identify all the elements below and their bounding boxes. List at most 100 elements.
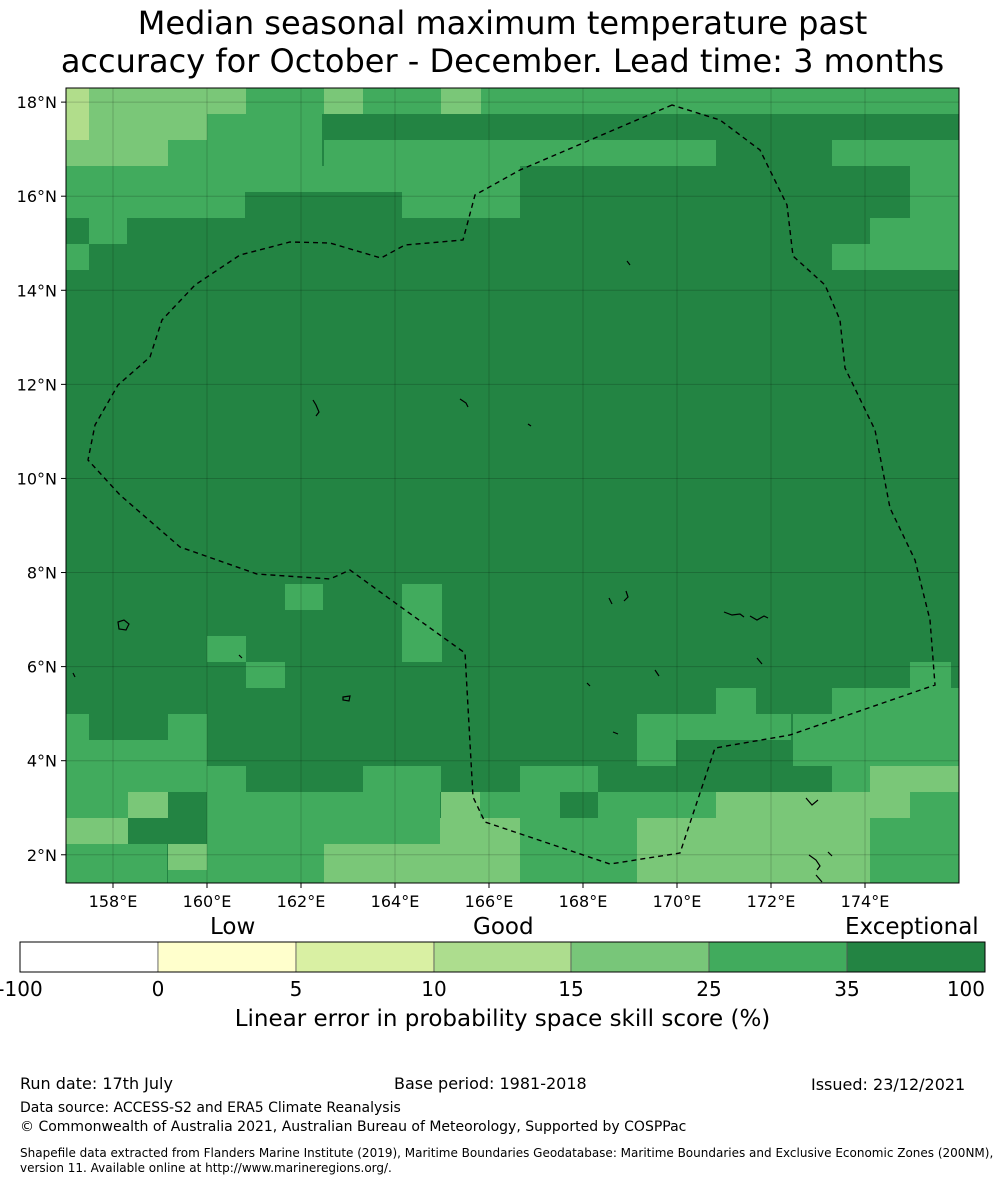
lon-tick-label: 168°E bbox=[559, 892, 608, 911]
lon-tick-label: 172°E bbox=[747, 892, 796, 911]
grid-cell bbox=[207, 192, 245, 218]
grid-cell bbox=[66, 792, 128, 818]
lat-tick-label: 14°N bbox=[17, 281, 57, 300]
colorbar-tick: 10 bbox=[421, 977, 447, 1001]
colorbar bbox=[19, 941, 986, 973]
lat-tick-label: 18°N bbox=[17, 93, 57, 112]
colorbar-tick: 25 bbox=[696, 977, 722, 1001]
island-outline bbox=[723, 611, 745, 618]
grid-cell bbox=[66, 140, 168, 166]
grid-cell bbox=[66, 192, 89, 218]
grid-cell bbox=[207, 844, 324, 883]
grid-cell bbox=[324, 844, 520, 883]
colorbar-tick: 5 bbox=[289, 977, 303, 1001]
colorbar-word-low: Low bbox=[210, 914, 256, 940]
shapefile-credit: Shapefile data extracted from Flanders M… bbox=[20, 1146, 994, 1175]
lon-tick-label: 166°E bbox=[465, 892, 514, 911]
colorbar-segment bbox=[157, 941, 297, 973]
island-outline bbox=[312, 399, 320, 417]
colorbar-segment bbox=[433, 941, 572, 973]
grid-cell bbox=[66, 818, 128, 844]
grid-cell bbox=[128, 818, 208, 844]
grid-cell bbox=[207, 114, 322, 166]
lat-tick-label: 6°N bbox=[27, 658, 57, 677]
lat-tick-label: 8°N bbox=[27, 564, 57, 583]
axis-tick-labels: 158°E 160°E 162°E 164°E 166°E 168°E 170°E 172°E… bbox=[17, 93, 890, 911]
island-outlines bbox=[72, 260, 833, 883]
grid-cell bbox=[207, 88, 245, 114]
map-frame bbox=[65, 87, 960, 884]
grid-cell bbox=[168, 844, 207, 870]
grid-cell bbox=[832, 244, 959, 270]
colorbar-word-exceptional: Exceptional bbox=[845, 914, 979, 940]
grid-cell bbox=[637, 844, 676, 857]
title-line-2: accuracy for October - December. Lead ti… bbox=[60, 42, 945, 80]
grid-cell bbox=[127, 192, 207, 218]
island-outline bbox=[608, 597, 613, 605]
grid-cell bbox=[910, 166, 959, 192]
lon-tick-label: 174°E bbox=[841, 892, 890, 911]
island-outline bbox=[238, 654, 243, 659]
grid-cell bbox=[716, 688, 756, 714]
grid-cell bbox=[168, 792, 207, 818]
lon-tick-label: 162°E bbox=[277, 892, 326, 911]
lon-tick-label: 160°E bbox=[183, 892, 232, 911]
island-outline bbox=[459, 398, 469, 408]
grid-cell bbox=[128, 792, 168, 818]
grid-cell bbox=[793, 714, 959, 740]
grid-cell bbox=[402, 192, 520, 218]
island-outline bbox=[612, 731, 619, 735]
grid-cell bbox=[168, 870, 207, 883]
axis-ticks bbox=[61, 101, 866, 888]
island-outline bbox=[586, 682, 591, 687]
grid-cell bbox=[480, 792, 560, 818]
island-outline bbox=[654, 669, 660, 677]
issued-date: Issued: 23/12/2021 bbox=[811, 1075, 966, 1094]
grid-cell bbox=[637, 818, 870, 844]
colorbar-segment bbox=[295, 941, 435, 973]
lon-tick-label: 164°E bbox=[371, 892, 420, 911]
map-title: Median seasonal maximum temperature past… bbox=[0, 4, 1005, 80]
grid-cell bbox=[910, 192, 959, 218]
island-outline bbox=[72, 672, 76, 678]
copyright: © Commonwealth of Australia 2021, Austra… bbox=[20, 1119, 687, 1135]
island-outline bbox=[827, 851, 833, 857]
island-outline bbox=[815, 874, 823, 883]
island-outline bbox=[749, 615, 769, 621]
grid-cell bbox=[440, 818, 520, 844]
grid-cell bbox=[324, 88, 363, 114]
colorbar-tick: 15 bbox=[558, 977, 584, 1001]
grid-cell bbox=[168, 714, 207, 740]
data-source: Data source: ACCESS-S2 and ERA5 Climate … bbox=[20, 1100, 401, 1116]
colorbar-tick: 35 bbox=[834, 977, 860, 1001]
grid-cell bbox=[637, 714, 676, 766]
grid-cell bbox=[207, 818, 440, 844]
lon-tick-label: 158°E bbox=[89, 892, 138, 911]
island-outline bbox=[342, 695, 351, 702]
grid-cell bbox=[246, 662, 285, 688]
grid-cell bbox=[910, 792, 959, 818]
grid-cell bbox=[363, 88, 441, 114]
grid-cell bbox=[441, 792, 480, 818]
grid-cell bbox=[676, 714, 791, 740]
colorbar-segment bbox=[19, 941, 159, 973]
island-outline bbox=[117, 619, 130, 631]
grid-cell bbox=[870, 818, 959, 844]
colorbar-label: Linear error in probability space skill … bbox=[234, 1006, 771, 1032]
grid-cell bbox=[832, 140, 959, 166]
grid-cell bbox=[520, 844, 637, 883]
grid-cell bbox=[66, 714, 89, 740]
gridlines bbox=[66, 88, 959, 883]
lat-tick-label: 2°N bbox=[27, 846, 57, 865]
grid-cell bbox=[870, 792, 910, 818]
grid-cell bbox=[324, 114, 363, 140]
grid-cell bbox=[89, 844, 167, 883]
lon-tick-label: 170°E bbox=[653, 892, 702, 911]
grid-cell bbox=[520, 766, 598, 792]
run-date: Run date: 17th July bbox=[20, 1074, 173, 1093]
lat-tick-label: 4°N bbox=[27, 752, 57, 771]
grid-cell bbox=[66, 166, 520, 192]
grid-cell bbox=[66, 844, 89, 883]
lat-tick-label: 12°N bbox=[17, 375, 57, 394]
